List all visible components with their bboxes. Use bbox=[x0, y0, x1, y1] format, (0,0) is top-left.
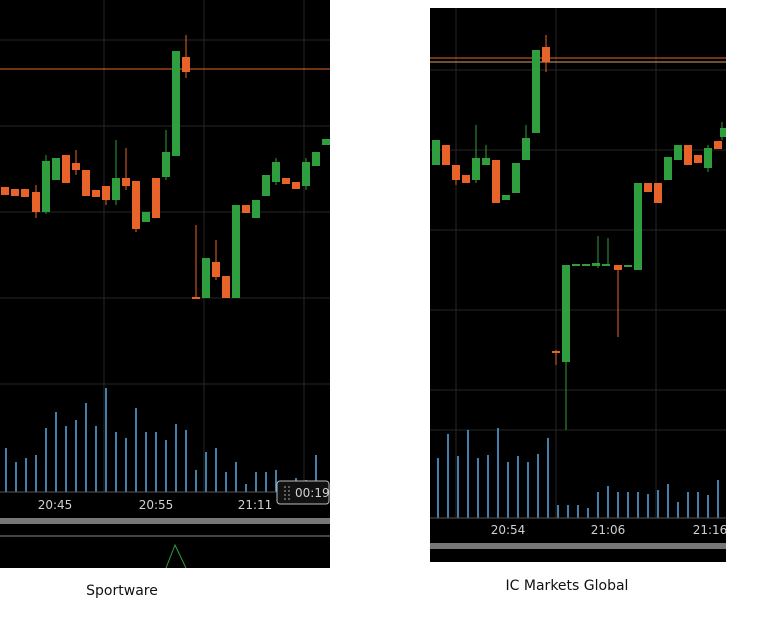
left-panel bbox=[0, 0, 330, 568]
candle bbox=[102, 186, 110, 205]
candle bbox=[572, 264, 580, 266]
candle bbox=[684, 145, 692, 165]
candle bbox=[664, 157, 672, 180]
candle bbox=[592, 236, 600, 268]
candle bbox=[192, 225, 200, 299]
candle bbox=[302, 158, 310, 190]
candle bbox=[432, 140, 440, 165]
caption: Sportware bbox=[86, 583, 158, 599]
candle bbox=[312, 152, 320, 166]
candle bbox=[282, 178, 290, 184]
candle bbox=[492, 160, 500, 203]
candle bbox=[212, 240, 220, 280]
candle bbox=[42, 155, 50, 214]
time-label: 21:06 bbox=[591, 523, 626, 537]
right-candles bbox=[432, 35, 726, 430]
candle bbox=[21, 189, 29, 197]
candle bbox=[32, 185, 40, 218]
caption: IC Markets Global bbox=[506, 578, 629, 594]
timer: 00:19 bbox=[295, 486, 330, 500]
candle bbox=[674, 145, 682, 160]
candle bbox=[452, 165, 460, 185]
indicator bbox=[165, 543, 187, 569]
candle bbox=[562, 265, 570, 430]
separator bbox=[430, 543, 726, 549]
time-label: 20:55 bbox=[139, 498, 174, 512]
candle bbox=[92, 190, 100, 197]
left-candles bbox=[1, 35, 330, 299]
candle bbox=[1, 187, 9, 195]
candle bbox=[122, 148, 130, 190]
candle bbox=[62, 155, 70, 183]
candle bbox=[462, 175, 470, 183]
candle bbox=[552, 350, 560, 365]
candle bbox=[142, 212, 150, 222]
candle bbox=[654, 183, 662, 203]
candle bbox=[624, 265, 632, 267]
candle bbox=[532, 50, 540, 133]
time-label: 20:45 bbox=[38, 498, 73, 512]
candle bbox=[522, 125, 530, 160]
candle bbox=[132, 181, 140, 232]
time-label: 21:11 bbox=[238, 498, 273, 512]
candle bbox=[582, 264, 590, 266]
candle bbox=[472, 125, 480, 183]
candle bbox=[162, 130, 170, 180]
candle bbox=[172, 51, 180, 156]
candle bbox=[232, 205, 240, 298]
candle bbox=[644, 183, 652, 192]
candle bbox=[262, 175, 270, 196]
candle bbox=[182, 35, 190, 78]
candle bbox=[634, 183, 642, 270]
candle bbox=[602, 238, 610, 266]
candle bbox=[292, 182, 300, 189]
left-grid bbox=[0, 0, 330, 492]
time-label: 20:54 bbox=[491, 523, 526, 537]
candle bbox=[720, 122, 726, 140]
candle bbox=[11, 189, 19, 196]
candle bbox=[512, 163, 520, 193]
candle bbox=[614, 265, 622, 337]
volume-bars bbox=[437, 428, 719, 518]
candle bbox=[152, 178, 160, 218]
candle bbox=[222, 276, 230, 298]
candle bbox=[52, 158, 60, 180]
candle bbox=[502, 195, 510, 200]
candle bbox=[82, 170, 90, 196]
candle bbox=[322, 139, 330, 145]
separator bbox=[0, 518, 330, 524]
candle bbox=[242, 205, 250, 213]
candle bbox=[72, 150, 80, 175]
candle bbox=[704, 145, 712, 172]
candle bbox=[112, 140, 120, 205]
right-panel bbox=[430, 8, 726, 562]
candle bbox=[442, 145, 450, 165]
candle bbox=[694, 155, 702, 163]
timer-box bbox=[276, 480, 330, 505]
candle bbox=[272, 158, 280, 185]
volume-bars bbox=[5, 388, 317, 492]
time-label: 21:16 bbox=[693, 523, 728, 537]
candle bbox=[542, 35, 550, 72]
candle bbox=[252, 200, 260, 218]
candle bbox=[202, 258, 210, 298]
candle bbox=[482, 145, 490, 165]
candle bbox=[714, 141, 722, 149]
